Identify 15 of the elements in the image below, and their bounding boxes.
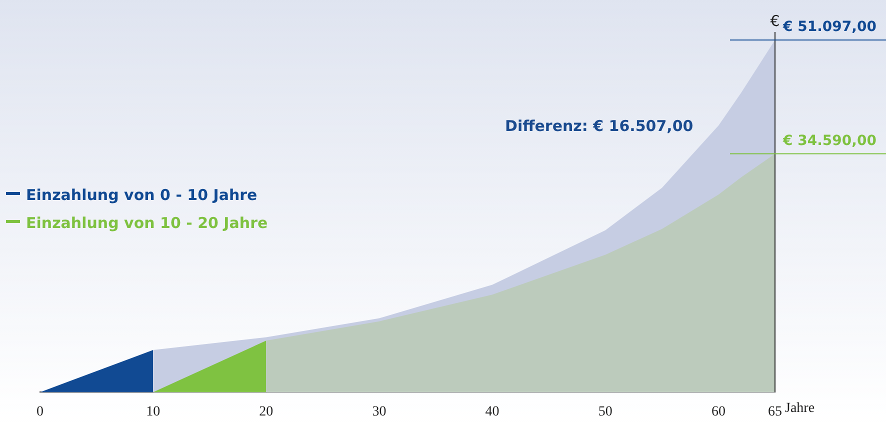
x-tick-label: 30 <box>372 404 386 420</box>
x-axis-title: Jahre <box>785 401 815 416</box>
legend-label: Einzahlung von 10 - 20 Jahre <box>26 214 268 232</box>
legend-label: Einzahlung von 0 - 10 Jahre <box>26 186 258 204</box>
annotation: Differenz: € 16.507,00 <box>505 117 694 135</box>
data-label: € 34.590,00 <box>782 132 877 149</box>
x-tick-label: 60 <box>711 404 726 420</box>
x-tick-label: 0 <box>36 404 44 420</box>
x-tick-label: 20 <box>259 404 274 420</box>
x-tick-label: 40 <box>485 404 500 420</box>
x-tick-label: 50 <box>598 404 612 420</box>
x-tick-label: 10 <box>146 404 160 420</box>
y-axis-title: € <box>770 12 780 30</box>
data-label: € 51.097,00 <box>782 19 877 35</box>
x-tick-label: 65 <box>768 404 782 420</box>
